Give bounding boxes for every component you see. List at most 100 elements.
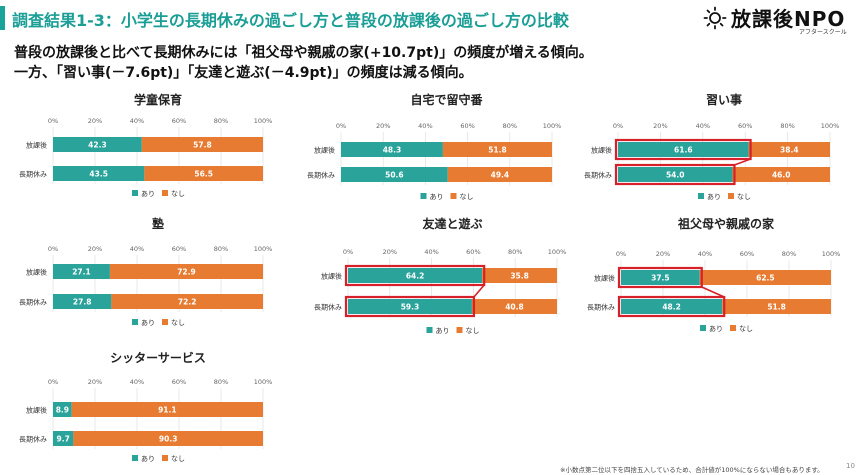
x-tick-label: 0% [343, 248, 353, 256]
highlight-box [344, 295, 476, 318]
highlight-connector [473, 284, 485, 298]
chart-panel-5: 友達と遊ぶ 0% 20% 40% 60% 80% 100% 放課後 64.2 35.8 長期休み 59… [314, 216, 566, 335]
bar-nashi [141, 137, 263, 152]
data-label-ari: 61.6 [674, 146, 693, 155]
header-bar: 調査結果1-3：小学生の長期休みの過ごし方と普段の放課後の過ごし方の比較 放課後… [0, 0, 860, 36]
data-label-nashi: 40.8 [505, 303, 524, 312]
data-label-ari: 64.2 [406, 272, 425, 281]
data-label-ari: 50.6 [385, 171, 404, 180]
category-label: 長期休み [307, 171, 335, 180]
x-tick-label: 80% [214, 378, 228, 386]
legend-swatch-nashi [730, 325, 736, 331]
sun-logo-icon [703, 6, 727, 30]
highlight-connector [734, 158, 751, 166]
data-label-ari: 9.7 [57, 435, 70, 444]
category-label: 放課後 [26, 406, 47, 415]
highlight-box [617, 295, 726, 318]
x-tick-label: 80% [214, 117, 228, 125]
bar-ari [348, 299, 472, 314]
x-tick-label: 60% [172, 245, 186, 253]
legend-swatch-ari [698, 193, 704, 199]
x-tick-label: 80% [503, 122, 517, 130]
category-label: 長期休み [314, 303, 342, 312]
bar-nashi [482, 268, 557, 283]
chart-title: 学童保育 [134, 92, 182, 107]
chart-title: 友達と遊ぶ [421, 216, 482, 231]
x-tick-label: 0% [48, 245, 58, 253]
x-tick-label: 0% [48, 117, 58, 125]
highlight-box [617, 266, 703, 289]
category-label: 放課後 [594, 274, 615, 283]
data-label-ari: 37.5 [651, 274, 670, 283]
legend-label-nashi: なし [171, 319, 185, 327]
bar-ari [348, 268, 483, 283]
bar-nashi [748, 142, 830, 157]
data-label-nashi: 72.2 [178, 298, 197, 307]
legend-swatch-nashi [162, 455, 168, 461]
data-label-ari: 42.3 [88, 141, 107, 150]
legend-swatch-ari [420, 193, 427, 199]
data-label-nashi: 62.5 [756, 274, 775, 283]
bar-ari [53, 264, 110, 279]
x-tick-label: 100% [543, 122, 562, 130]
data-label-nashi: 57.8 [193, 141, 212, 150]
x-tick-label: 20% [88, 245, 102, 253]
legend-label-nashi: なし [739, 325, 753, 333]
bar-nashi [471, 299, 557, 314]
page-title: 調査結果1-3：小学生の長期休みの過ごし方と普段の放課後の過ごし方の比較 [12, 11, 569, 30]
lead-text-line-1: 普段の放課後と比べて長期休みには「祖父母や親戚の家(+10.7pt)」の頻度が増… [14, 45, 593, 61]
bar-ari [53, 294, 112, 309]
data-label-nashi: 51.8 [488, 146, 507, 155]
bar-ari [621, 270, 700, 285]
footnote: ※小数点第二位以下を四捨五入しているため、合計値が100%にならない場合もありま… [560, 466, 824, 474]
x-tick-label: 0% [613, 122, 623, 130]
x-tick-label: 40% [130, 378, 144, 386]
data-label-nashi: 90.3 [159, 435, 178, 444]
legend-label-ari: あり [709, 325, 723, 333]
x-tick-label: 100% [548, 248, 567, 256]
x-tick-label: 40% [696, 122, 710, 130]
logo-subtitle: アフタースクール [799, 29, 847, 36]
bar-nashi [447, 167, 552, 182]
legend-swatch-ari [700, 325, 706, 331]
bar-ari [621, 299, 723, 314]
legend-swatch-nashi [728, 193, 734, 199]
chart-title: シッターサービス [110, 350, 206, 365]
x-tick-label: 80% [780, 122, 794, 130]
data-label-nashi: 46.0 [772, 171, 791, 180]
x-tick-label: 100% [254, 245, 273, 253]
bar-ari [53, 402, 72, 417]
x-tick-label: 60% [466, 248, 480, 256]
data-label-nashi: 38.4 [780, 146, 799, 155]
data-label-nashi: 51.8 [767, 303, 786, 312]
x-tick-label: 60% [172, 378, 186, 386]
legend-label-nashi: なし [171, 455, 185, 463]
x-tick-label: 20% [88, 378, 102, 386]
data-label-ari: 43.5 [89, 170, 108, 179]
data-label-ari: 54.0 [666, 171, 685, 180]
bar-nashi [111, 294, 263, 309]
x-tick-label: 100% [822, 250, 841, 258]
legend-swatch-nashi [162, 319, 168, 325]
highlight-connector [701, 286, 725, 298]
bar-nashi [73, 431, 264, 446]
category-label: 長期休み [584, 171, 612, 180]
data-label-ari: 8.9 [56, 406, 69, 415]
category-label: 放課後 [591, 146, 612, 155]
chart-panel-3: 習い事 0% 20% 40% 60% 80% 100% 放課後 61.6 38.4 長期休み 54.0… [584, 92, 839, 201]
x-tick-label: 40% [130, 245, 144, 253]
x-tick-label: 0% [48, 378, 58, 386]
bar-nashi [699, 270, 831, 285]
bar-ari [341, 167, 448, 182]
chart-title: 塾 [152, 216, 164, 231]
x-tick-label: 40% [418, 122, 432, 130]
data-label-nashi: 56.5 [194, 170, 213, 179]
x-tick-label: 100% [254, 378, 273, 386]
legend-label-ari: あり [141, 319, 155, 327]
x-tick-label: 20% [88, 117, 102, 125]
chart-panel-1: 学童保育 0% 20% 40% 60% 80% 100% 放課後 42.3 57.8 長期休み 43.… [19, 92, 272, 198]
chart-panel-4: 塾 0% 20% 40% 60% 80% 100% 放課後 27.1 72.9 長期休み 27.8 72… [19, 216, 272, 327]
data-label-nashi: 35.8 [510, 272, 529, 281]
data-label-nashi: 91.1 [158, 406, 177, 415]
